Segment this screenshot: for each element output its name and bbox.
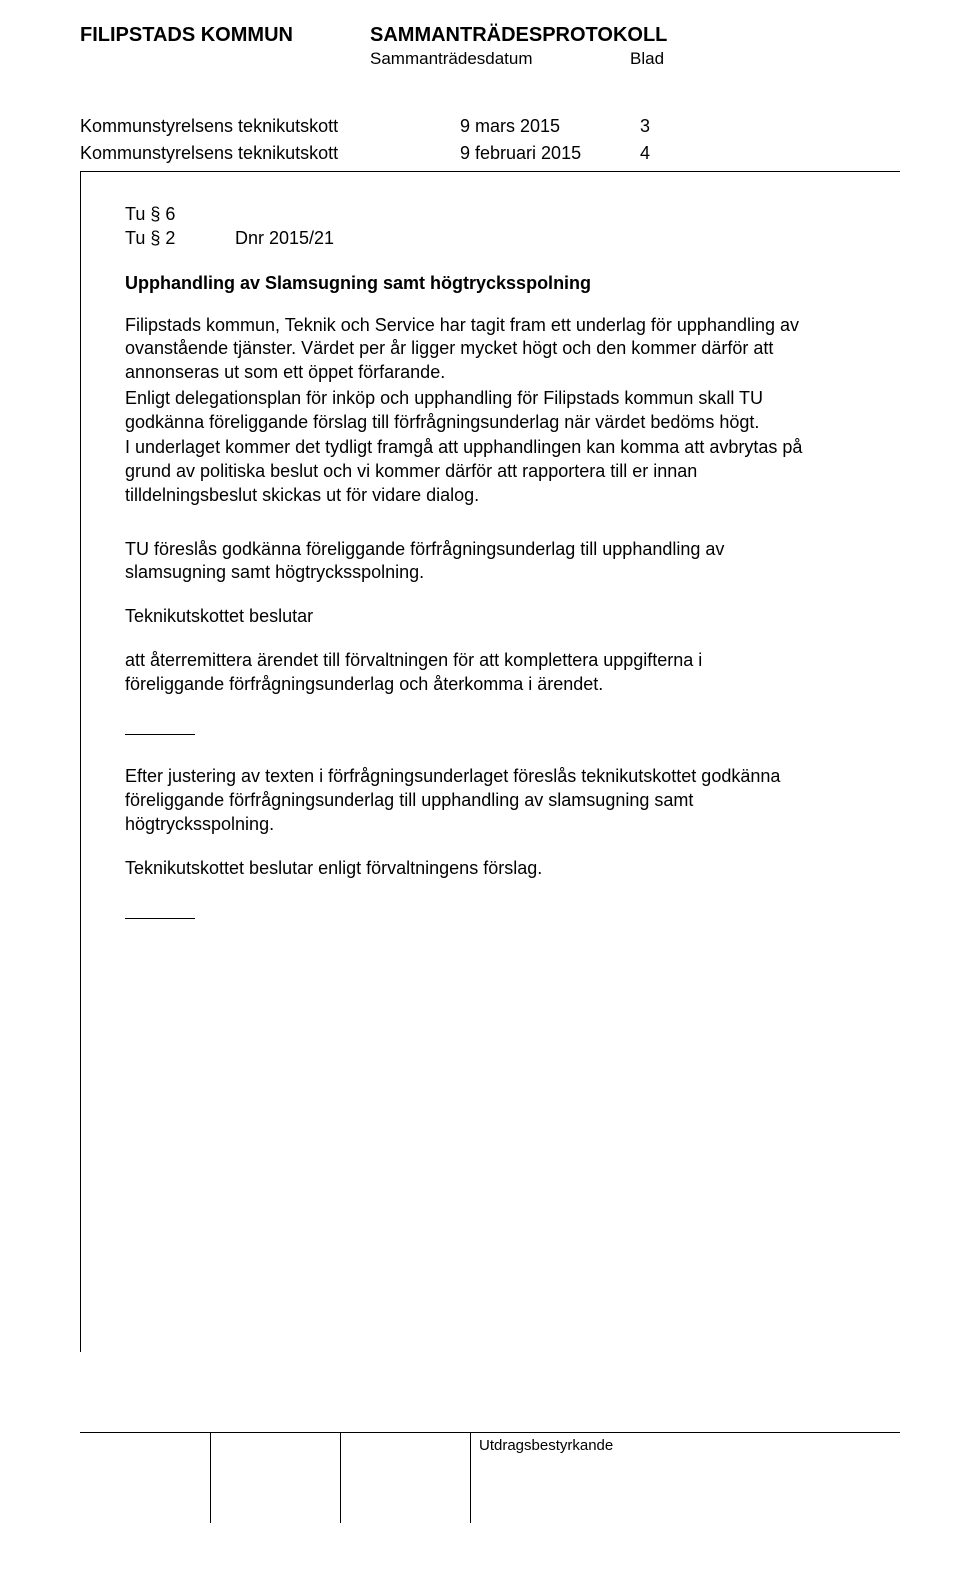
footer-grid: Utdragsbestyrkande xyxy=(80,1432,900,1523)
document-title: SAMMANTRÄDESPROTOKOLL xyxy=(370,24,900,47)
paragraph: att återremittera ärendet till förvaltni… xyxy=(125,649,805,697)
meeting-page: 3 xyxy=(640,113,700,140)
tu-label-1: Tu § 6 xyxy=(125,202,235,226)
paragraph: Teknikutskottet beslutar enligt förvaltn… xyxy=(125,857,805,881)
footer-cell-cert: Utdragsbestyrkande xyxy=(470,1433,900,1523)
signature-line xyxy=(125,918,195,919)
paragraph: Teknikutskottet beslutar xyxy=(125,605,805,629)
header-center: SAMMANTRÄDESPROTOKOLL Sammanträdesdatum … xyxy=(370,24,900,69)
meeting-row: Kommunstyrelsens teknikutskott 9 mars 20… xyxy=(80,113,900,140)
tu-block: Tu § 6 Tu § 2 Dnr 2015/21 xyxy=(125,202,890,251)
meeting-date: 9 mars 2015 xyxy=(460,113,640,140)
header-sub-right: Blad xyxy=(630,49,664,69)
paragraph: TU föreslås godkänna föreliggande förfrå… xyxy=(125,538,805,586)
section-title: Upphandling av Slamsugning samt högtryck… xyxy=(125,273,890,294)
page: FILIPSTADS KOMMUN SAMMANTRÄDESPROTOKOLL … xyxy=(0,0,960,1573)
org-name: FILIPSTADS KOMMUN xyxy=(80,24,370,47)
paragraph: Enligt delegationsplan för inköp och upp… xyxy=(125,387,805,435)
footer-cell xyxy=(210,1433,340,1523)
meeting-body: Kommunstyrelsens teknikutskott xyxy=(80,140,460,167)
meeting-table: Kommunstyrelsens teknikutskott 9 mars 20… xyxy=(80,113,900,172)
header-sub-left: Sammanträdesdatum xyxy=(370,49,630,69)
meeting-body: Kommunstyrelsens teknikutskott xyxy=(80,113,460,140)
header: FILIPSTADS KOMMUN SAMMANTRÄDESPROTOKOLL … xyxy=(80,24,900,69)
paragraph: I underlaget kommer det tydligt framgå a… xyxy=(125,436,805,507)
paragraph: Efter justering av texten i förfrågnings… xyxy=(125,765,805,836)
footer-cell xyxy=(340,1433,470,1523)
tu-dnr: Dnr 2015/21 xyxy=(235,226,334,250)
header-subrow: Sammanträdesdatum Blad xyxy=(370,49,900,69)
meeting-page: 4 xyxy=(640,140,700,167)
paragraph: Filipstads kommun, Teknik och Service ha… xyxy=(125,314,805,385)
tu-label-2: Tu § 2 xyxy=(125,226,235,250)
footer: Utdragsbestyrkande xyxy=(80,1432,900,1523)
meeting-row: Kommunstyrelsens teknikutskott 9 februar… xyxy=(80,140,900,167)
tu-line-2: Tu § 2 Dnr 2015/21 xyxy=(125,226,890,250)
tu-line-1: Tu § 6 xyxy=(125,202,890,226)
signature-line xyxy=(125,734,195,735)
footer-cell xyxy=(80,1433,210,1523)
meeting-date: 9 februari 2015 xyxy=(460,140,640,167)
content-box: Tu § 6 Tu § 2 Dnr 2015/21 Upphandling av… xyxy=(80,172,900,1352)
